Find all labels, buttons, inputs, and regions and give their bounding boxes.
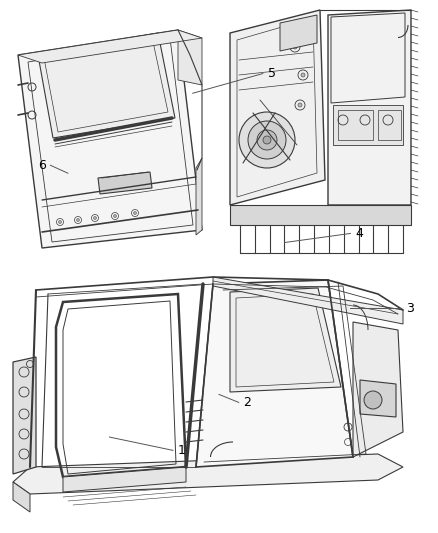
Polygon shape (178, 30, 202, 85)
Polygon shape (353, 322, 403, 457)
Circle shape (239, 112, 295, 168)
Circle shape (59, 221, 61, 223)
Polygon shape (333, 105, 403, 145)
Polygon shape (13, 482, 30, 512)
Circle shape (364, 391, 382, 409)
Polygon shape (38, 33, 175, 138)
Polygon shape (280, 15, 317, 51)
Circle shape (301, 73, 305, 77)
Polygon shape (230, 10, 325, 205)
Text: 4: 4 (355, 227, 363, 240)
Polygon shape (360, 380, 396, 417)
Polygon shape (196, 280, 353, 467)
Circle shape (93, 216, 96, 220)
Polygon shape (230, 205, 411, 225)
Text: 1: 1 (178, 444, 186, 457)
Polygon shape (196, 158, 202, 235)
Polygon shape (213, 277, 403, 324)
Circle shape (134, 212, 137, 214)
Circle shape (293, 45, 297, 49)
Circle shape (298, 103, 302, 107)
Text: 3: 3 (406, 302, 413, 314)
Circle shape (113, 214, 117, 217)
Text: 6: 6 (38, 159, 46, 172)
Polygon shape (13, 357, 36, 474)
Polygon shape (328, 10, 411, 205)
Text: 2: 2 (244, 396, 251, 409)
Polygon shape (98, 172, 152, 194)
Circle shape (77, 219, 80, 222)
Text: 5: 5 (268, 67, 276, 80)
Polygon shape (18, 30, 202, 248)
Circle shape (263, 136, 271, 144)
Polygon shape (18, 30, 202, 63)
Polygon shape (63, 467, 186, 492)
Polygon shape (230, 288, 341, 392)
Polygon shape (13, 454, 403, 494)
Circle shape (248, 121, 286, 159)
Circle shape (257, 130, 277, 150)
